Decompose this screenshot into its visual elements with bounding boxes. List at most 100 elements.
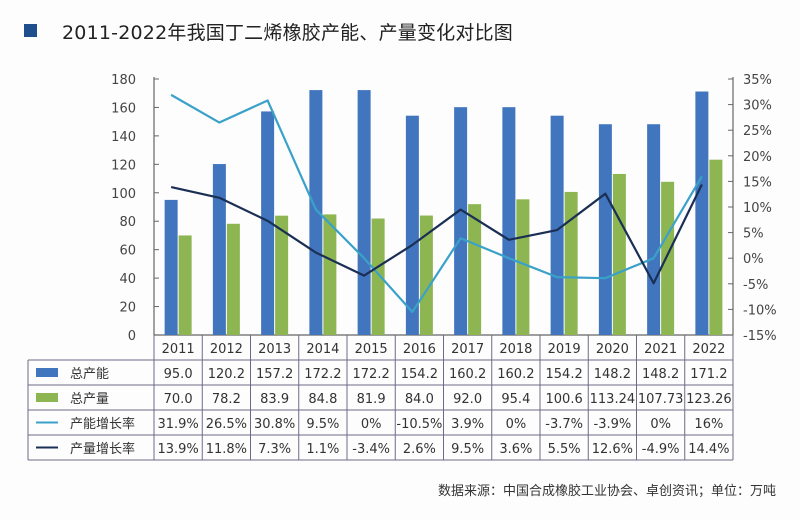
- source-note: 数据来源：中国合成橡胶工业协会、卓创资讯；单位：万吨: [437, 484, 776, 499]
- table-cell: 13.9%: [157, 442, 198, 457]
- table-cell: 11.8%: [206, 442, 247, 457]
- year-label: 2017: [451, 342, 484, 357]
- lines: [170, 93, 703, 314]
- left-tick-label: 80: [119, 215, 136, 230]
- table-cell: 160.2: [497, 367, 534, 382]
- capacity-bar: [454, 107, 468, 335]
- left-tick-label: 180: [111, 73, 136, 88]
- output-bar: [275, 215, 289, 335]
- bars: [164, 90, 723, 336]
- table-cell: 3.6%: [499, 442, 532, 457]
- table-cell: -10.5%: [396, 417, 442, 432]
- output-bar: [709, 159, 723, 335]
- capacity-bar: [212, 164, 226, 335]
- capacity-growth-line: [170, 93, 703, 314]
- capacity-bar: [502, 107, 516, 335]
- table-cell: 84.8: [308, 392, 337, 407]
- right-tick-label: 5%: [743, 227, 764, 242]
- output-bar: [323, 214, 337, 335]
- table-cell: 12.6%: [592, 442, 633, 457]
- table-cell: 26.5%: [206, 417, 247, 432]
- year-label: 2013: [258, 342, 291, 357]
- table-cell: 14.4%: [688, 442, 729, 457]
- table-cell: 1.1%: [306, 442, 339, 457]
- table-cell: 157.2: [256, 367, 293, 382]
- output-bar: [468, 204, 482, 335]
- capacity-bar: [261, 111, 275, 335]
- chart-title: 2011-2022年我国丁二烯橡胶产能、产量变化对比图: [62, 22, 513, 44]
- axes: 0 20 40 60 80 100 120 140 160 180 -15% -10% -5% 0% 5% 1…: [111, 73, 776, 344]
- year-label: 2020: [596, 342, 629, 357]
- capacity-bar: [357, 90, 371, 336]
- table-cell: 120.2: [208, 367, 245, 382]
- year-label: 2021: [644, 342, 677, 357]
- table-cell: 172.2: [304, 367, 341, 382]
- left-tick-label: 160: [111, 101, 136, 116]
- table-cell: 0%: [361, 417, 382, 432]
- right-tick-label: 15%: [743, 175, 772, 190]
- right-tick-label: 10%: [743, 201, 772, 216]
- table-cell: 9.5%: [306, 417, 339, 432]
- table-cell: 160.2: [449, 367, 486, 382]
- right-tick-label: 0%: [743, 252, 764, 267]
- output-bar: [178, 235, 192, 335]
- table-cell: 113.24: [590, 392, 636, 407]
- table-cell: 0%: [506, 417, 527, 432]
- table-cell: 148.2: [642, 367, 679, 382]
- capacity-bar: [598, 124, 612, 335]
- series-label: 总产量: [70, 392, 109, 407]
- table-cell: 92.0: [453, 392, 482, 407]
- output-growth-line: [170, 183, 703, 285]
- left-tick-label: 120: [111, 158, 136, 173]
- year-label: 2012: [210, 342, 243, 357]
- output-bar: [226, 223, 240, 335]
- table-cell: 16%: [694, 417, 723, 432]
- series-label: 产能增长率: [70, 416, 135, 432]
- table-cell: 83.9: [260, 392, 289, 407]
- year-label: 2018: [499, 342, 532, 357]
- output-bar: [371, 218, 385, 335]
- table-cell: -4.9%: [642, 442, 680, 457]
- table-cell: 172.2: [353, 367, 390, 382]
- output-bar: [612, 173, 626, 335]
- year-label: 2022: [692, 342, 725, 357]
- table-cell: 70.0: [164, 392, 193, 407]
- title-square-icon: [24, 24, 37, 37]
- table-cell: 100.6: [546, 392, 583, 407]
- year-label: 2014: [306, 342, 339, 357]
- capacity-bar: [695, 91, 709, 335]
- table-cell: 95.4: [501, 392, 530, 407]
- left-tick-label: 100: [111, 187, 136, 202]
- legend-capacity-swatch: [36, 368, 58, 377]
- table-cell: 154.2: [546, 367, 583, 382]
- data-table: 2011 2012 2013 2014 2015 2016 2017 2018 2019 2020…: [27, 335, 734, 461]
- right-tick-label: 20%: [743, 150, 772, 165]
- table-cell: 148.2: [594, 367, 631, 382]
- capacity-bar: [309, 90, 323, 336]
- left-tick-label: 140: [111, 130, 136, 145]
- year-label: 2019: [548, 342, 581, 357]
- table-cell: 84.0: [405, 392, 434, 407]
- table-cell: 78.2: [212, 392, 241, 407]
- left-tick-label: 40: [119, 272, 136, 287]
- table-cell: -3.4%: [352, 442, 390, 457]
- table-cell: 7.3%: [258, 442, 291, 457]
- series-label: 总产能: [70, 367, 109, 382]
- right-tick-label: 35%: [743, 73, 772, 88]
- table-cell: 30.8%: [254, 417, 295, 432]
- legend-output-swatch: [36, 393, 58, 402]
- year-label: 2015: [355, 342, 388, 357]
- table-cell: 3.9%: [451, 417, 484, 432]
- table-cell: 107.73: [638, 392, 684, 407]
- output-bar: [516, 199, 530, 335]
- left-tick-label: 0: [128, 329, 136, 344]
- table-cell: 31.9%: [157, 417, 198, 432]
- table-cell: 154.2: [401, 367, 438, 382]
- table-cell: 171.2: [690, 367, 727, 382]
- output-bar: [419, 215, 433, 335]
- right-tick-label: -15%: [743, 329, 777, 344]
- right-tick-label: 30%: [743, 99, 772, 114]
- capacity-bar: [647, 124, 661, 335]
- table-cell: 123.26: [686, 392, 732, 407]
